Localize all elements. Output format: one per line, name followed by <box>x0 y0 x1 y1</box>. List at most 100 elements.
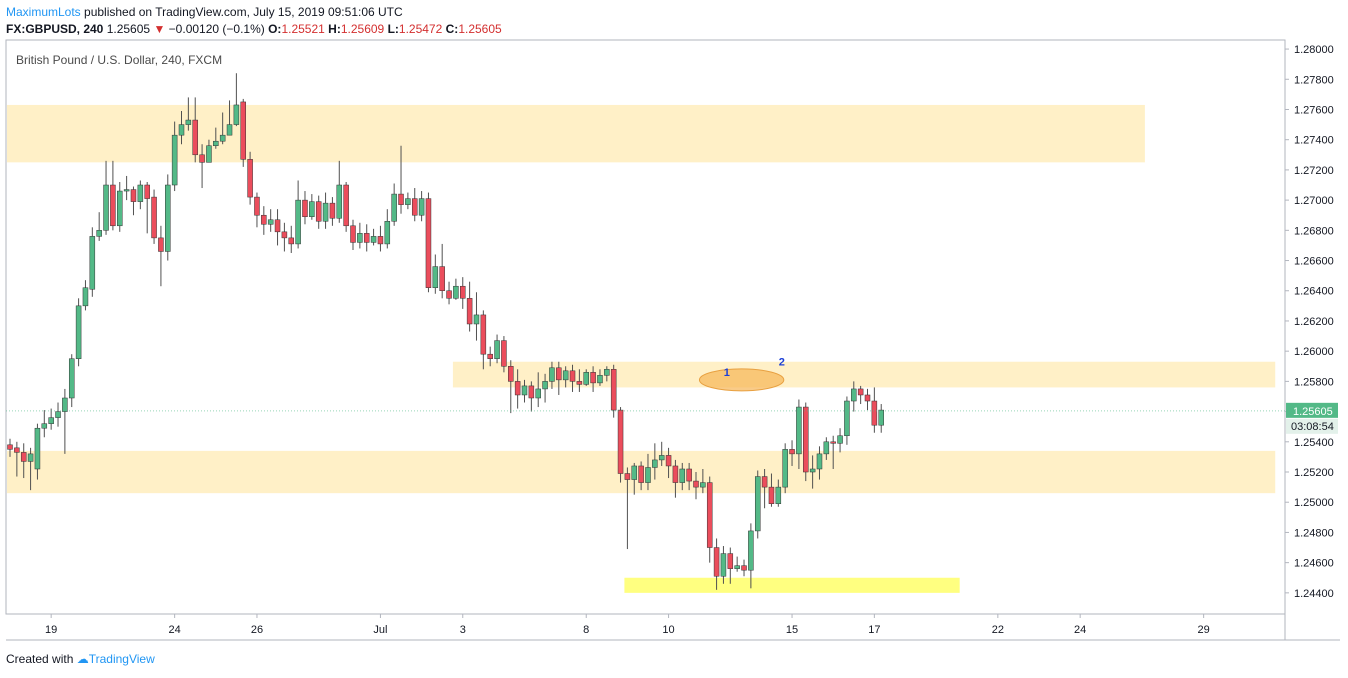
candle-body <box>864 394 871 402</box>
candle-body <box>432 266 439 288</box>
candle-body <box>27 453 34 462</box>
candle-body <box>398 193 404 205</box>
y-tick-label: 1.24400 <box>1294 588 1334 600</box>
candle-body <box>405 198 411 205</box>
author-name[interactable]: MaximumLots <box>6 5 81 19</box>
candle-body <box>130 189 137 202</box>
candle-body <box>501 340 507 367</box>
candle-body <box>302 199 308 217</box>
candle-body <box>761 476 768 488</box>
y-tick-label: 1.28000 <box>1294 44 1334 56</box>
last-price-label: 1.25605 <box>1293 406 1333 418</box>
zone-1 <box>452 361 1276 388</box>
published-text: published on TradingView.com, July 15, 2… <box>80 5 403 19</box>
candle-body <box>267 219 274 225</box>
high-value: 1.25609 <box>340 22 385 36</box>
candle-body <box>508 366 514 382</box>
x-tick-label: 17 <box>868 624 880 636</box>
candle-body <box>521 385 528 396</box>
open-key: O: <box>268 22 282 36</box>
candle-body <box>837 435 843 444</box>
candle-body <box>34 427 41 470</box>
last-price-tag <box>1286 402 1338 418</box>
candle-body <box>494 340 500 359</box>
candle-body <box>672 465 679 483</box>
candle-body <box>768 486 775 504</box>
tradingview-logo-icon: ☁ <box>76 652 89 666</box>
x-tick-label: 26 <box>251 624 263 636</box>
candle-body <box>645 467 651 483</box>
candle-body <box>775 486 782 504</box>
marker-label: 2 <box>779 356 785 368</box>
candle-body <box>590 372 596 384</box>
candle-body <box>185 119 192 125</box>
candle-body <box>734 565 740 569</box>
candle-body <box>658 455 665 461</box>
candle-body <box>117 190 123 227</box>
close-value: 1.25605 <box>458 22 502 36</box>
candle-body <box>370 236 377 243</box>
candle-body <box>535 388 541 399</box>
highlight-ellipse <box>698 368 785 392</box>
zone-3 <box>624 577 960 593</box>
candle-body <box>446 290 452 299</box>
candle-body <box>823 441 830 455</box>
y-tick-label: 1.25400 <box>1294 437 1334 449</box>
candle-body <box>597 375 603 384</box>
candle-body <box>123 189 130 192</box>
candle-body <box>322 202 329 222</box>
candle-body <box>295 199 301 245</box>
countdown-label: 03:08:54 <box>1291 421 1334 433</box>
x-tick-label: 22 <box>992 624 1004 636</box>
candle-body <box>377 236 384 245</box>
candle-body <box>199 154 205 163</box>
down-arrow-icon: ▼ <box>153 22 166 36</box>
close-key: C: <box>445 22 459 36</box>
candle-body <box>878 409 884 426</box>
candle-body <box>226 124 233 136</box>
low-value: 1.25472 <box>398 22 443 36</box>
candle-body <box>336 184 343 219</box>
change-text: −0.00120 (−0.1%) <box>168 22 265 36</box>
candle-body <box>144 184 150 199</box>
candle-body <box>206 145 212 163</box>
candle-body <box>62 397 68 412</box>
candle-body <box>192 119 198 156</box>
candle-body <box>610 369 617 411</box>
candle-body <box>830 441 836 444</box>
candle-body <box>706 482 713 548</box>
created-with-text: Created with <box>6 652 74 666</box>
candle-body <box>103 184 109 231</box>
candle-body <box>727 553 734 569</box>
candle-body <box>796 406 802 455</box>
candle-body <box>89 236 96 290</box>
y-tick-label: 1.24600 <box>1294 558 1334 570</box>
candle-body <box>871 400 878 426</box>
candle-body <box>569 370 576 382</box>
marker-label: 1 <box>724 367 730 379</box>
candle-body <box>720 553 727 577</box>
candle-body <box>240 101 246 160</box>
last-price-text: 1.25605 <box>106 22 151 36</box>
candle-body <box>315 201 322 222</box>
open-value: 1.25521 <box>281 22 325 36</box>
candle-body <box>700 482 706 488</box>
candle-body <box>233 104 240 125</box>
candle-body <box>789 449 795 455</box>
candle-body <box>624 473 631 480</box>
candle-body <box>247 159 253 198</box>
candle-body <box>851 388 857 402</box>
y-tick-label: 1.27000 <box>1294 195 1334 207</box>
candle-body <box>55 411 61 418</box>
y-tick-label: 1.25800 <box>1294 376 1334 388</box>
candle-body <box>631 465 638 480</box>
candle-body <box>309 201 315 217</box>
x-tick-label: 10 <box>662 624 674 636</box>
candle-body <box>213 140 219 146</box>
candle-body <box>460 285 466 299</box>
x-tick-label: 24 <box>169 624 181 636</box>
candle-body <box>418 198 425 216</box>
y-tick-label: 1.26800 <box>1294 225 1334 237</box>
tradingview-brand[interactable]: TradingView <box>88 652 155 666</box>
